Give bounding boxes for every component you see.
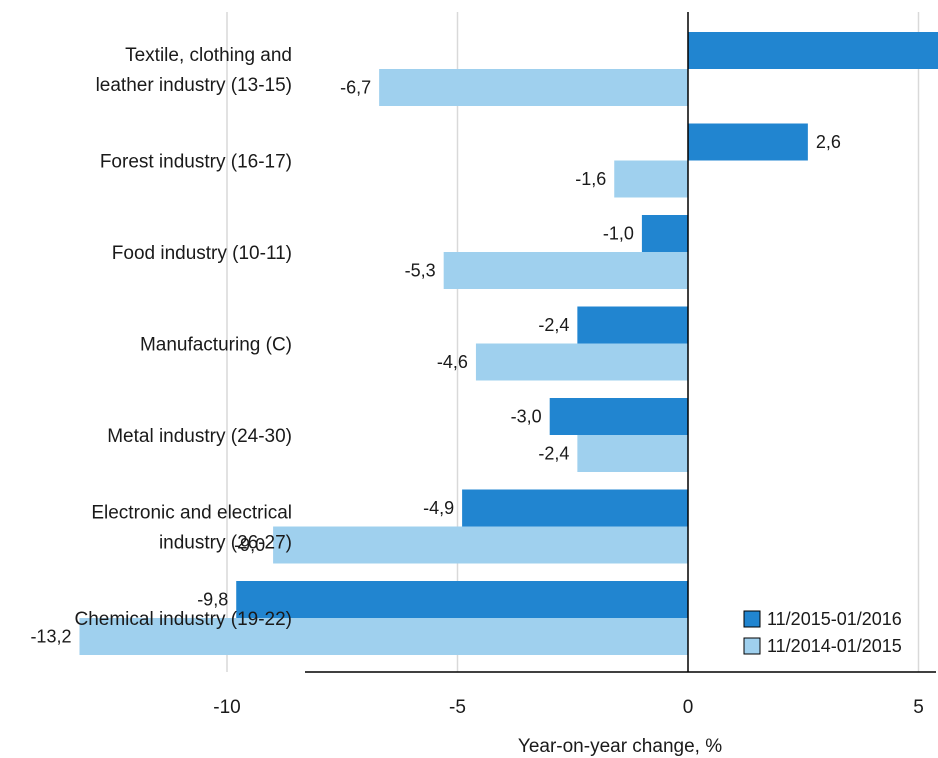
bar-series-2 [475,343,688,381]
legend-label: 11/2015-01/2016 [767,609,902,629]
data-label: -13,2 [30,627,71,647]
x-tick-label: 5 [913,697,924,718]
x-tick-label: 0 [683,697,694,718]
category-label: Textile, clothing and [125,45,292,66]
data-label: -2,4 [538,315,569,335]
bar-series-2 [379,69,688,106]
category-label: leather industry (13-15) [96,75,292,96]
bar-series-1 [688,123,808,161]
data-label: -1,0 [603,224,634,244]
data-label: -4,6 [437,352,468,372]
bar-series-1 [688,32,938,69]
x-axis-ticks: -10-50510 [213,697,924,718]
bar-series-2 [273,526,688,564]
category-labels: Textile, clothing and leather industry (1… [74,45,292,630]
x-tick-label: -10 [213,697,240,718]
bars [79,32,938,655]
legend: 11/2015-01/2016 11/2014-01/2015 [743,609,902,656]
data-label: -9,0 [234,535,265,555]
legend-swatch [743,637,761,655]
x-axis-title: Year-on-year change, % [518,736,722,757]
data-label: -3,0 [511,407,542,427]
category-label: Manufacturing (C) [140,335,292,356]
bar-series-2 [614,160,688,198]
bar-series-1 [236,581,688,618]
data-labels: 8,9-6,72,6-1,6-1,0-5,3-2,4-4,6-3,0-2,4-4… [30,78,841,647]
bar-series-1 [462,489,688,527]
category-label: Chemical industry (19-22) [74,609,292,630]
bar-series-1 [549,398,688,435]
category-label: Food industry (10-11) [112,243,292,264]
category-label: Metal industry (24-30) [107,426,292,447]
data-label: 2,6 [816,132,841,152]
bar-series-1 [641,215,688,252]
category-label: Electronic and electrical [91,503,292,524]
data-label: -9,8 [197,590,228,610]
category-label: industry (26-27) [159,533,292,554]
x-tick-label: -5 [449,697,466,718]
data-label: -2,4 [538,444,569,464]
legend-swatch [743,610,761,628]
data-label: -4,9 [423,498,454,518]
bar-series-2 [79,618,689,655]
data-label: -5,3 [405,261,436,281]
data-label: -6,7 [340,78,371,98]
data-label: -1,6 [575,169,606,189]
legend-label: 11/2014-01/2015 [767,636,902,656]
bar-series-1 [577,306,688,344]
category-label: Forest industry (16-17) [100,152,292,173]
bar-series-2 [577,435,688,472]
bar-series-2 [443,252,688,289]
